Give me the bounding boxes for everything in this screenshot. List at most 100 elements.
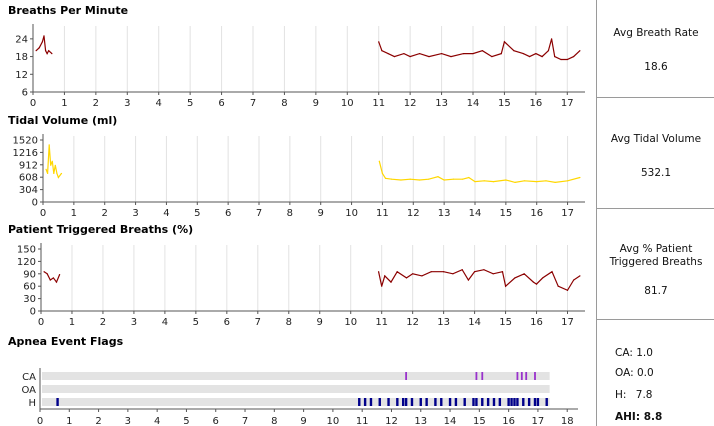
- avg-patient-triggered-value: 81.7: [644, 285, 668, 297]
- data-point: [572, 55, 575, 58]
- data-point: [44, 50, 47, 52]
- event-flag: [525, 372, 528, 380]
- avg-patient-triggered-label-2: Triggered Breaths: [609, 256, 703, 268]
- data-point: [430, 271, 432, 273]
- data-point: [467, 279, 470, 281]
- event-flag: [434, 398, 437, 406]
- event-flag: [492, 398, 496, 406]
- x-tick-label: 9: [318, 208, 324, 219]
- x-tick-label: 11: [375, 317, 388, 328]
- event-flag: [527, 398, 531, 406]
- x-tick-label: 14: [468, 317, 481, 328]
- x-tick-label: 3: [131, 317, 137, 328]
- data-point: [452, 273, 454, 275]
- data-point: [541, 55, 543, 58]
- data-point: [472, 53, 474, 55]
- data-point: [514, 181, 516, 184]
- event-flag: [410, 398, 414, 406]
- x-tick-label: 0: [38, 317, 44, 328]
- data-point: [566, 180, 569, 182]
- x-tick-label: 13: [438, 208, 451, 219]
- data-point: [554, 181, 556, 184]
- data-point: [38, 47, 40, 49]
- avg-patient-triggered-label-1: Avg % Patient: [619, 243, 693, 255]
- x-tick-label: 18: [561, 416, 574, 426]
- data-point: [579, 176, 581, 179]
- event-track: [42, 372, 550, 380]
- x-tick-label: 8: [287, 208, 293, 219]
- event-flag: [387, 398, 390, 406]
- data-point: [523, 180, 525, 182]
- data-point: [566, 289, 569, 291]
- x-tick-label: 10: [327, 416, 340, 426]
- avg-tidal-volume-label: Avg Tidal Volume: [610, 133, 702, 145]
- x-tick-label: 8: [271, 416, 277, 426]
- data-point: [405, 277, 408, 279]
- event-category-label: H: [28, 398, 36, 409]
- x-tick-label: 15: [498, 98, 511, 109]
- data-point: [513, 50, 515, 52]
- data-point: [450, 55, 452, 58]
- event-flag: [533, 398, 537, 406]
- data-point: [550, 38, 553, 40]
- x-tick-label: 0: [37, 416, 43, 426]
- x-tick-label: 17: [561, 98, 574, 109]
- data-point: [522, 53, 524, 55]
- x-tick-label: 8: [286, 317, 292, 328]
- data-point: [500, 53, 502, 55]
- oa-label: OA:: [615, 367, 634, 379]
- data-point: [573, 279, 575, 281]
- x-tick-label: 4: [154, 416, 160, 426]
- event-flag: [513, 398, 516, 406]
- data-point: [53, 172, 55, 175]
- data-point: [400, 179, 402, 181]
- x-tick-label: 16: [530, 317, 543, 328]
- event-flag: [522, 398, 525, 406]
- data-point: [49, 279, 51, 281]
- data-point: [51, 160, 53, 162]
- y-tick-label: 304: [19, 185, 38, 196]
- y-tick-label: 30: [23, 294, 36, 305]
- ca-index: CA: 1.0: [615, 347, 653, 359]
- x-tick-label: 3: [132, 208, 138, 219]
- data-point: [46, 53, 48, 55]
- x-tick-label: 14: [469, 208, 482, 219]
- event-flag: [534, 372, 536, 380]
- x-tick-label: 15: [473, 416, 486, 426]
- h-value: 7.8: [635, 389, 653, 401]
- x-tick-label: 6: [224, 317, 230, 328]
- ahi-index: AHI: 8.8: [615, 411, 662, 423]
- data-point: [378, 160, 380, 162]
- x-tick-label: 7: [256, 208, 262, 219]
- data-point: [535, 283, 538, 285]
- x-tick-label: 4: [162, 317, 168, 328]
- event-flag: [463, 398, 466, 406]
- event-flag: [520, 372, 523, 380]
- data-point: [483, 269, 485, 271]
- oa-value: 0.0: [636, 367, 654, 379]
- panel-divider: [597, 208, 714, 209]
- data-point: [57, 176, 60, 179]
- ahi-value: 8.8: [643, 411, 663, 423]
- data-point: [47, 172, 49, 175]
- event-category-label: CA: [22, 372, 36, 383]
- x-tick-label: 7: [242, 416, 248, 426]
- h-index: H: 7.8: [615, 389, 652, 401]
- data-point: [492, 181, 495, 183]
- data-point: [560, 58, 562, 61]
- x-tick-label: 16: [530, 208, 543, 219]
- data-point: [391, 178, 393, 180]
- x-tick-label: 2: [95, 416, 101, 426]
- x-tick-label: 15: [499, 208, 512, 219]
- data-point: [536, 181, 538, 183]
- data-point: [58, 274, 61, 276]
- ahi-label: AHI:: [615, 411, 641, 423]
- x-tick-label: 6: [225, 208, 231, 219]
- event-flag: [475, 372, 478, 380]
- event-flag: [475, 398, 478, 406]
- event-track: [42, 398, 550, 406]
- y-tick-label: 608: [19, 173, 38, 184]
- data-point: [481, 50, 484, 52]
- data-point: [46, 273, 48, 275]
